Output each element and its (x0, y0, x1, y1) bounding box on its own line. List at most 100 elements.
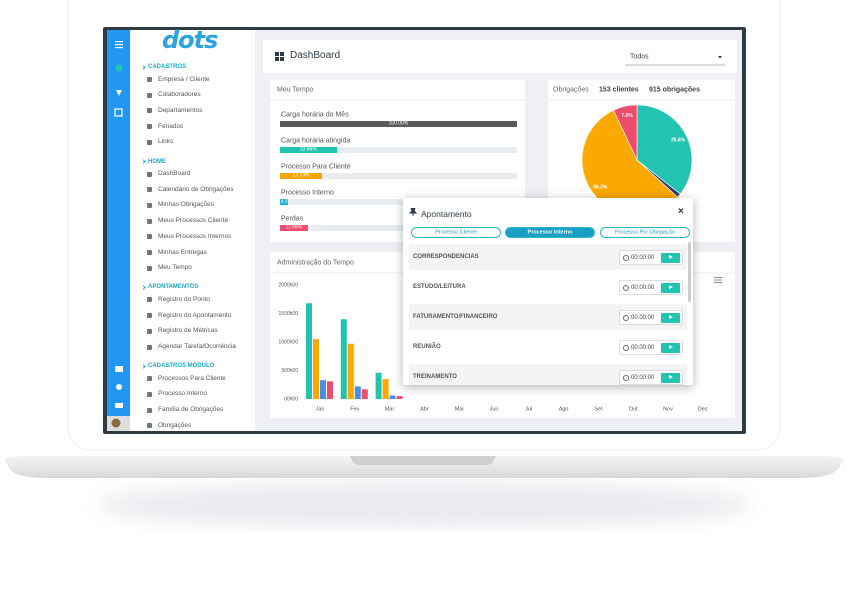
menu-item[interactable]: Colaboradores (158, 90, 201, 98)
y-tick-label: 1000h00 (279, 339, 299, 345)
timer-value: 00:00:00 (631, 254, 655, 261)
task-label: CORRESPONDENCIAS (413, 254, 479, 260)
panel-title: Obrigações (553, 86, 589, 94)
metric-label: Carga horária atingida (281, 137, 351, 145)
timer-value: 00:00:00 (631, 344, 655, 351)
menu-item[interactable]: Registro de Métricas (158, 327, 218, 335)
progress-bar: 23.88% (280, 147, 337, 153)
menu-item[interactable]: Processo Interno (158, 390, 208, 398)
metric-label: Carga horária do Mês (281, 111, 349, 119)
x-tick-label: Mar (385, 406, 395, 412)
timer: 00:00:00 (619, 340, 683, 355)
x-tick-label: Jan (316, 406, 325, 412)
menu-icon (147, 187, 152, 193)
menu-item[interactable]: Registro do Apontamento (158, 311, 232, 319)
task-label: TREINAMENTO (413, 374, 457, 380)
task-row: FATURAMENTO/FINANCEIRO 00:00:00 (409, 304, 687, 330)
progress-bar: 100.00% (280, 121, 517, 127)
menu-item[interactable]: Calendário de Obrigações (158, 185, 234, 193)
x-tick-label: Fev (350, 406, 359, 412)
task-label: ESTUDO/LEITURA (413, 284, 466, 290)
menu-item[interactable]: Processos Para Cliente (158, 374, 226, 382)
menu-icon (147, 218, 152, 224)
menu-item[interactable]: Empresa / Cliente (158, 75, 210, 83)
clock-icon (623, 254, 629, 261)
section-title: APONTAMENTOS (148, 284, 199, 291)
menu-item[interactable]: Meus Processos Cliente (158, 216, 229, 224)
menu-item[interactable]: Feriados (158, 122, 184, 130)
filter-select[interactable]: Todos (630, 53, 649, 61)
menu-item[interactable]: Obrigações (158, 421, 192, 429)
bar (340, 319, 347, 399)
menu-icon (147, 265, 152, 271)
clock-icon (623, 374, 629, 381)
menu-icon (147, 297, 152, 303)
x-tick-label: Jun (490, 406, 499, 412)
progress-bar: 17.73% (280, 172, 323, 179)
menu-icon (147, 344, 152, 350)
progress-label: 3.3 (280, 198, 288, 205)
menu-item[interactable]: Links (158, 138, 174, 146)
page-title: DashBoard (290, 50, 341, 61)
menu-icon (147, 407, 152, 413)
scrollbar (688, 242, 691, 302)
play-button[interactable] (661, 282, 680, 293)
stat: 153 clientes (599, 86, 639, 94)
tab[interactable]: Processo Interno (505, 227, 595, 238)
x-tick-label: Nov (663, 406, 673, 412)
pie-slice (636, 104, 693, 195)
menu-item[interactable]: Meu Tempo (158, 263, 192, 271)
bar (354, 386, 361, 399)
play-button[interactable] (661, 372, 680, 383)
menu-item[interactable]: Agendar Tarefa/Ocorrência (158, 342, 236, 350)
menu-icon (147, 313, 152, 319)
menu-icon (147, 423, 152, 429)
x-tick-label: Mai (455, 406, 464, 412)
progress-label: 11.69% (285, 224, 303, 231)
tab[interactable]: Processo Por Obrigação (600, 227, 690, 238)
timer: 00:00:00 (619, 250, 683, 265)
menu-icon (147, 92, 152, 98)
bar (306, 303, 312, 399)
menu-item[interactable]: Registro do Ponto (158, 295, 211, 303)
tab-label: Processo Por Obrigação (615, 228, 675, 235)
menu-item[interactable]: DashBoard (158, 169, 191, 177)
menu-item[interactable]: Minhas Entregas (158, 248, 207, 256)
pie-slice (613, 104, 638, 161)
tab[interactable]: Processo Cliente (411, 227, 501, 238)
menu-icon (147, 171, 152, 177)
progress-label: 17.73% (292, 172, 310, 179)
chevron (141, 285, 146, 290)
menu-item[interactable]: Meus Processos Internos (158, 232, 232, 240)
section-title: CADASTROS (148, 64, 187, 70)
slice-label: 7.0% (621, 113, 633, 119)
close-button[interactable]: × (678, 206, 684, 217)
play-icon (669, 315, 673, 319)
slice-label: 56.2% (593, 184, 608, 190)
slice-label: 35.6% (671, 137, 686, 143)
task-row: REUNIÃO 00:00:00 (409, 334, 687, 360)
menu-item[interactable]: Departamentos (158, 106, 203, 114)
y-tick-label: 2000h00 (279, 282, 299, 288)
metric-label: Processo Interno (281, 189, 334, 197)
timer-value: 00:00:00 (631, 314, 655, 321)
menu-icon (147, 328, 152, 334)
task-row: TREINAMENTO 00:00:00 (409, 364, 687, 385)
play-button[interactable] (661, 252, 680, 263)
y-tick-label: 00h00 (284, 396, 298, 402)
menu-icon (147, 391, 152, 397)
play-icon (669, 345, 673, 349)
timer-value: 00:00:00 (631, 374, 655, 381)
menu-icon (147, 202, 152, 208)
bar (396, 396, 403, 399)
menu-item[interactable]: Família de Obrigações (158, 405, 224, 413)
section-title: CADASTROS MÓDULO (148, 363, 215, 370)
menu-item[interactable]: Minhas Obrigações (158, 201, 214, 209)
panel-title: Meu Tempo (277, 86, 314, 94)
task-row: CORRESPONDENCIAS 00:00:00 (409, 244, 687, 270)
progress-bar: 3.3 (280, 199, 288, 205)
play-button[interactable] (661, 312, 680, 323)
bar (389, 395, 396, 399)
play-button[interactable] (661, 342, 680, 353)
